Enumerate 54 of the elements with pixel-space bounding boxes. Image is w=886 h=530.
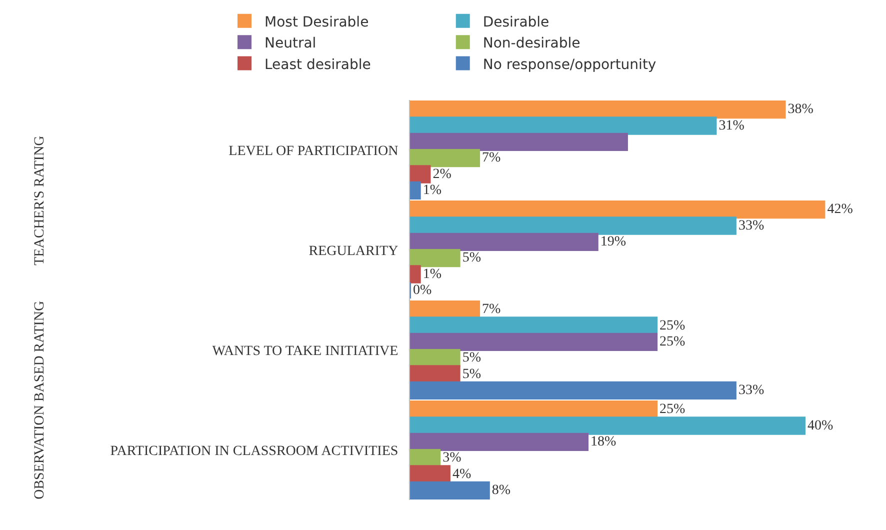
bar: [410, 200, 826, 219]
data-label: 33%: [738, 218, 764, 234]
data-label: 4%: [452, 466, 472, 482]
bar: [410, 381, 736, 400]
data-label: 25%: [660, 318, 686, 334]
text: TEACHER'S RATING: [32, 136, 48, 266]
data-label: 25%: [660, 402, 686, 418]
bar: [410, 116, 717, 135]
data-label: 18%: [590, 434, 617, 450]
data-label: 42%: [827, 202, 854, 218]
y-tick-label: REGULARITY: [308, 244, 398, 259]
data-label: 0%: [413, 282, 432, 298]
bar: [410, 165, 431, 184]
legend-label: Neutral: [264, 36, 316, 52]
data-label: 5%: [462, 350, 482, 366]
bar: [410, 100, 786, 119]
data-label: 31%: [718, 118, 745, 134]
bar: [410, 432, 589, 451]
data-label: 38%: [788, 102, 814, 118]
data-label: 5%: [462, 250, 482, 266]
bar: [410, 132, 628, 151]
bar: [410, 316, 658, 335]
legend-label: Most Desirable: [264, 14, 369, 30]
y-tick-label: PARTICIPATION IN CLASSROOM ACTIVITIES: [110, 444, 398, 459]
data-label: 25%: [660, 334, 686, 350]
data-label: 1%: [422, 266, 442, 282]
y-tick-label: WANTS TO TAKE INITIATIVE: [212, 344, 398, 359]
bar: [410, 465, 450, 484]
data-label: 40%: [807, 418, 834, 434]
y-tick-label: LEVEL OF PARTICIPATION: [228, 144, 398, 159]
bar: [410, 265, 421, 284]
legend-label: Desirable: [482, 14, 550, 30]
bar: [410, 232, 598, 251]
bar: [410, 249, 460, 268]
legend-label: No response/opportunity: [482, 56, 656, 73]
legend-label: Least desirable: [264, 56, 371, 73]
bar: [410, 216, 736, 235]
data-label: 1%: [422, 182, 442, 198]
data-label: 2%: [432, 166, 452, 182]
data-label: 19%: [600, 234, 626, 250]
data-label: 33%: [738, 382, 764, 398]
legend-label: Non-desirable: [482, 36, 580, 52]
bar: [410, 416, 806, 435]
data-label: 8%: [492, 482, 511, 498]
text: OBSERVATION BASED RATING: [32, 300, 48, 500]
bar: [410, 149, 480, 168]
data-label: 3%: [442, 450, 462, 466]
bar: [410, 481, 490, 500]
data-label: 7%: [482, 302, 502, 318]
bar: [410, 181, 421, 200]
data-label: 5%: [462, 366, 482, 382]
data-label: 7%: [482, 150, 502, 166]
bar: [410, 332, 658, 351]
bar: [410, 365, 460, 384]
